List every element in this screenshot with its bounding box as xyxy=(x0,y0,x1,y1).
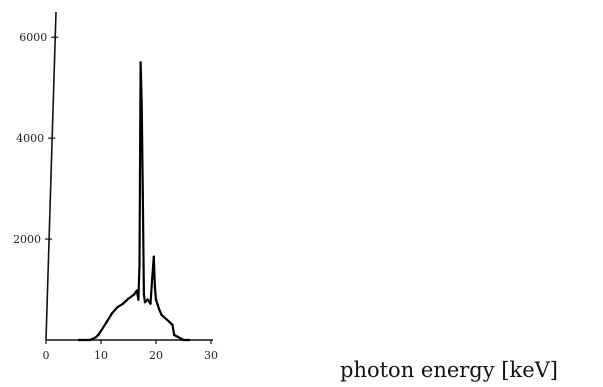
data-point xyxy=(127,297,130,300)
y-axis: 2000 4000 6000 xyxy=(13,11,59,341)
data-point xyxy=(160,313,163,316)
x-tick-label-10: 10 xyxy=(94,349,108,362)
data-point xyxy=(142,293,146,296)
data-point xyxy=(156,303,159,306)
data-point xyxy=(135,289,138,292)
data-point xyxy=(138,263,141,266)
data-point xyxy=(143,300,147,304)
data-point xyxy=(172,333,176,337)
data-point xyxy=(139,61,142,64)
data-point xyxy=(152,255,155,258)
data-point xyxy=(88,338,92,342)
x-tick-label-30: 30 xyxy=(204,349,218,362)
x-axis: 0 10 20 30 xyxy=(43,339,218,362)
y-axis-line xyxy=(45,11,57,341)
data-point xyxy=(182,338,185,342)
data-point xyxy=(105,321,108,324)
data-point xyxy=(150,278,154,281)
data-point xyxy=(94,336,97,339)
data-point xyxy=(77,338,81,342)
data-point xyxy=(154,298,158,301)
data-point xyxy=(132,293,136,296)
data-point xyxy=(110,312,114,315)
data-point xyxy=(137,298,140,301)
data-point xyxy=(141,192,144,195)
data-point xyxy=(187,338,191,342)
x-tick-label-0: 0 xyxy=(43,349,50,362)
data-point xyxy=(158,308,161,311)
series-group xyxy=(77,61,191,342)
data-point xyxy=(97,333,100,337)
y-tick-label-2000: 2000 xyxy=(13,233,41,246)
data-point xyxy=(176,335,180,339)
data-point xyxy=(146,298,149,301)
data-point xyxy=(153,285,157,289)
y-tick-label-6000: 6000 xyxy=(19,31,47,44)
data-point xyxy=(149,302,152,305)
spectrum-line-0 xyxy=(77,61,191,342)
y-tick-label-4000: 4000 xyxy=(16,132,44,145)
data-point xyxy=(165,318,169,322)
data-point xyxy=(99,329,103,333)
x-axis-label: photon energy [keV] xyxy=(340,358,558,382)
data-point xyxy=(121,302,125,305)
data-point xyxy=(171,323,174,327)
data-point xyxy=(116,306,119,309)
x-tick-label-20: 20 xyxy=(149,349,163,362)
data-point xyxy=(168,321,171,324)
data-point xyxy=(140,101,143,105)
